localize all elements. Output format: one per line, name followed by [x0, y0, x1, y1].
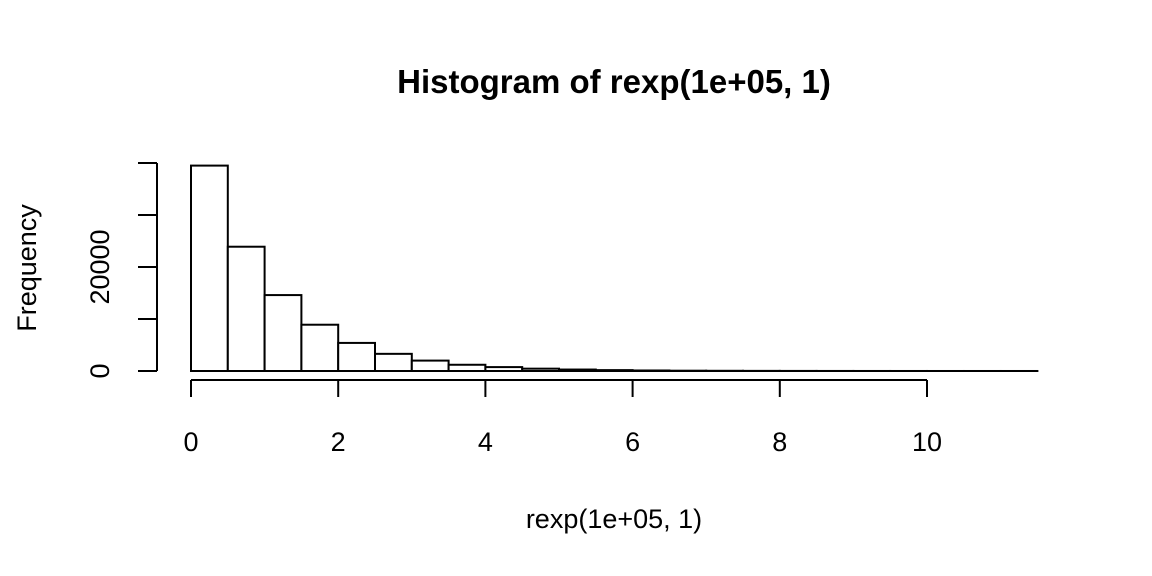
histogram-bar-8	[484, 366, 524, 373]
histogram-bar-1	[226, 245, 266, 372]
y-tick-label: 20000	[85, 229, 115, 304]
y-axis: 0 20000	[85, 162, 158, 379]
x-tick-label: 2	[331, 427, 346, 457]
x-tick-label: 10	[912, 427, 942, 457]
y-axis-label: Frequency	[12, 204, 42, 332]
histogram-bar-0	[190, 164, 229, 372]
x-tick-label: 6	[625, 427, 640, 457]
histogram-bar-7	[447, 363, 487, 373]
y-tick-label: 0	[85, 363, 115, 378]
histogram-bar-3	[300, 323, 340, 372]
histogram-bar-12	[631, 369, 671, 373]
histogram-bar-9	[521, 367, 561, 373]
histogram-bar-4	[337, 341, 377, 373]
x-axis: 0 2 4 6 8 10	[183, 379, 942, 457]
x-tick-label: 4	[478, 427, 493, 457]
x-tick-label: 0	[183, 427, 198, 457]
histogram-bar-5	[374, 352, 413, 372]
histogram-bar-10	[558, 368, 597, 373]
bars-group	[190, 164, 1039, 373]
chart-title: Histogram of rexp(1e+05, 1)	[397, 63, 831, 100]
histogram-bar-6	[410, 359, 450, 373]
x-tick-label: 8	[772, 427, 787, 457]
histogram-bar-2	[263, 294, 303, 372]
x-axis-label: rexp(1e+05, 1)	[526, 504, 702, 534]
histogram-bar-11	[594, 369, 634, 372]
